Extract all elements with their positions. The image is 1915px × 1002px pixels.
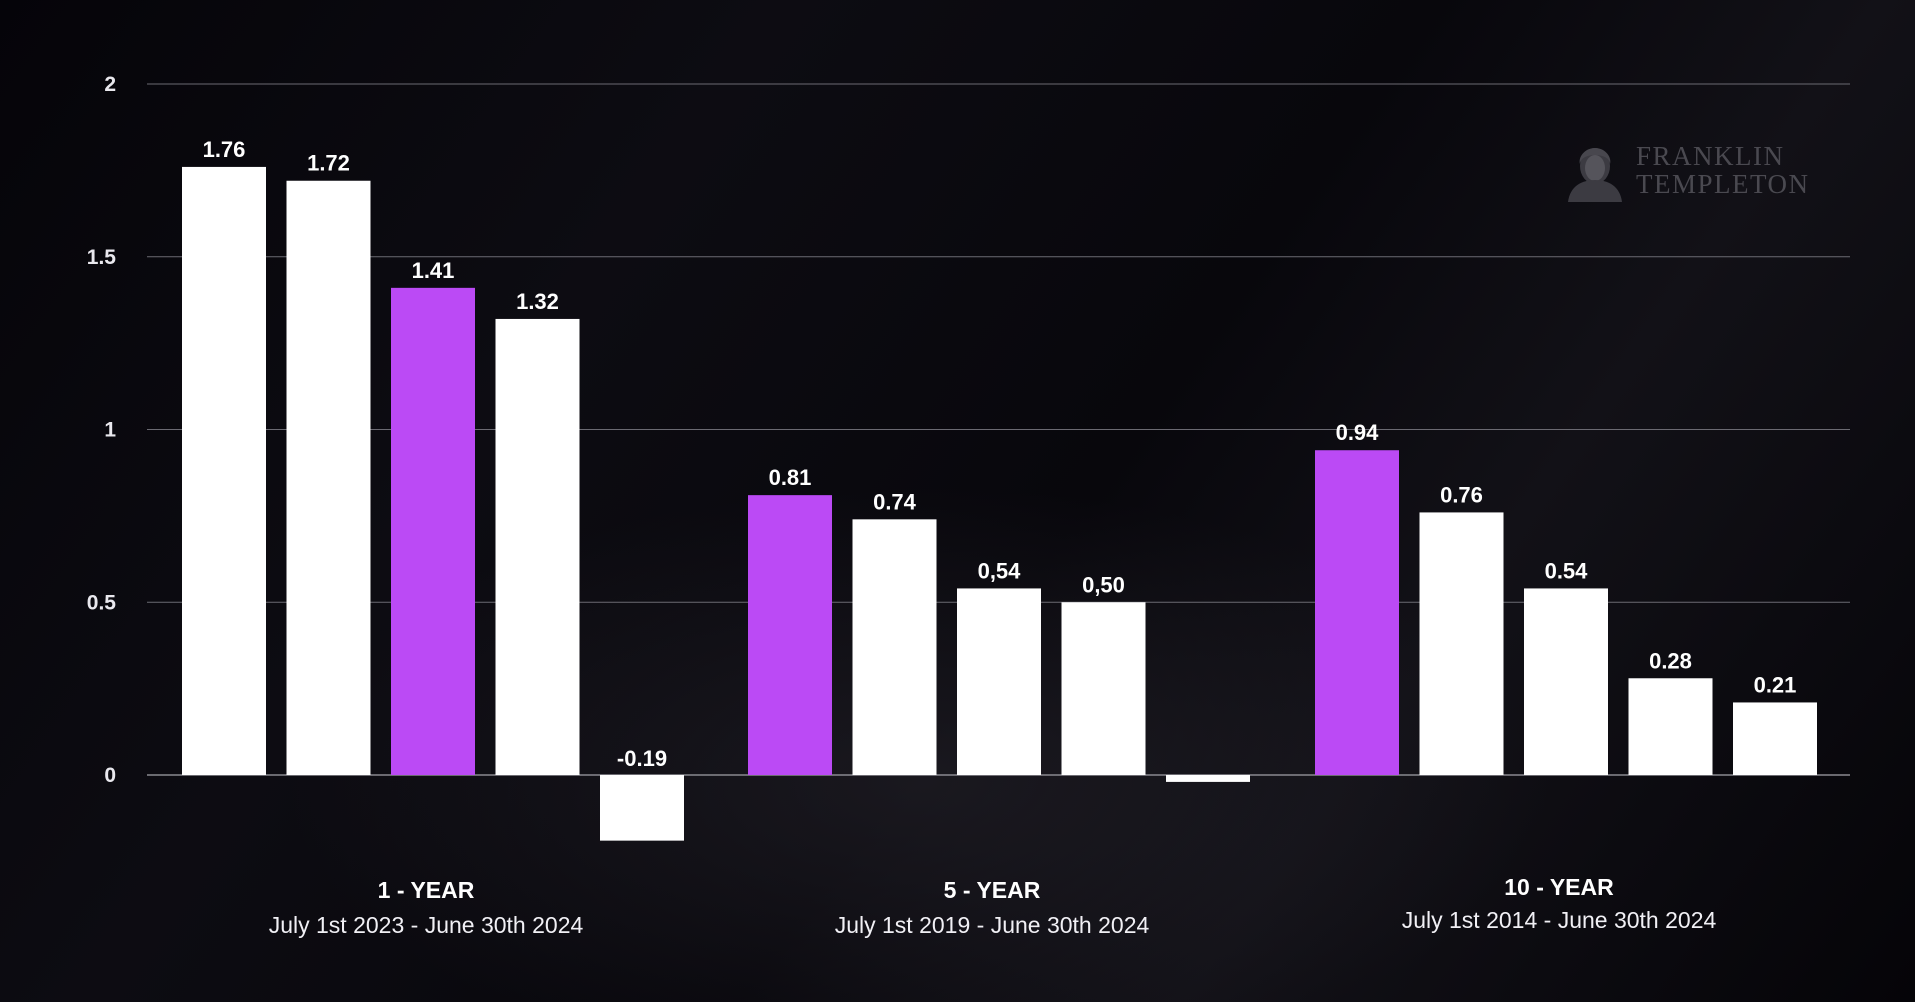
bar (1733, 702, 1817, 775)
y-tick-label: 2 (104, 73, 116, 96)
bar-value-label: 0.94 (1336, 420, 1380, 445)
bar-value-label: 0.28 (1649, 648, 1692, 673)
y-tick-label: 1.5 (87, 246, 117, 269)
y-tick-label: 1 (104, 419, 116, 442)
franklin-templeton-logo: FRANKLIN TEMPLETON (1562, 142, 1842, 206)
bar (1061, 602, 1146, 775)
bar (495, 318, 580, 775)
bar-value-label: 0,50 (1082, 572, 1125, 597)
bar (600, 775, 684, 841)
bar-value-label: 0.21 (1754, 672, 1797, 697)
bar-value-label: 1.32 (516, 289, 559, 314)
y-axis-tick-labels: 0 0.5 1 1.5 2 (87, 73, 117, 787)
bar (1166, 775, 1250, 782)
group-date-range: July 1st 2019 - June 30th 2024 (835, 912, 1150, 938)
bar-highlight (391, 287, 475, 775)
bars (182, 166, 1817, 841)
bar-value-label: 0.74 (873, 489, 917, 514)
bar-value-label: 1.41 (412, 258, 455, 283)
group-date-range: July 1st 2023 - June 30th 2024 (269, 912, 584, 938)
brand-line-2: TEMPLETON (1636, 169, 1810, 199)
group-title: 10 - YEAR (1504, 874, 1614, 900)
bar (1524, 588, 1608, 775)
bar-highlight (1315, 450, 1399, 775)
bar-highlight (748, 495, 832, 775)
bar-value-label: 1.72 (307, 151, 350, 176)
y-tick-label: 0 (104, 764, 116, 787)
bar-value-label: 0.54 (1545, 558, 1589, 583)
group-title: 5 - YEAR (944, 877, 1041, 903)
bar (852, 519, 937, 775)
bar (1628, 678, 1713, 775)
value-labels: 1.76 1.72 1.41 1.32 -0.19 0.81 0.74 0,54 0,50 0.9… (203, 137, 1797, 771)
bar-value-label: 0.81 (769, 465, 812, 490)
bar (286, 180, 371, 776)
franklin-portrait-icon (1568, 148, 1622, 202)
bar (1419, 512, 1504, 775)
group-title: 1 - YEAR (378, 877, 475, 903)
bar-value-label: 0.76 (1440, 482, 1483, 507)
bar (957, 588, 1041, 775)
bar-value-label: -0.19 (617, 746, 667, 771)
y-tick-label: 0.5 (87, 591, 117, 614)
brand-line-1: FRANKLIN (1636, 141, 1785, 171)
bar-value-label: 1.76 (203, 137, 246, 162)
group-date-range: July 1st 2014 - June 30th 2024 (1402, 907, 1717, 933)
bar-value-label: 0,54 (978, 558, 1022, 583)
bar (182, 166, 266, 776)
group-labels: 1 - YEAR July 1st 2023 - June 30th 2024 5 … (269, 874, 1717, 938)
